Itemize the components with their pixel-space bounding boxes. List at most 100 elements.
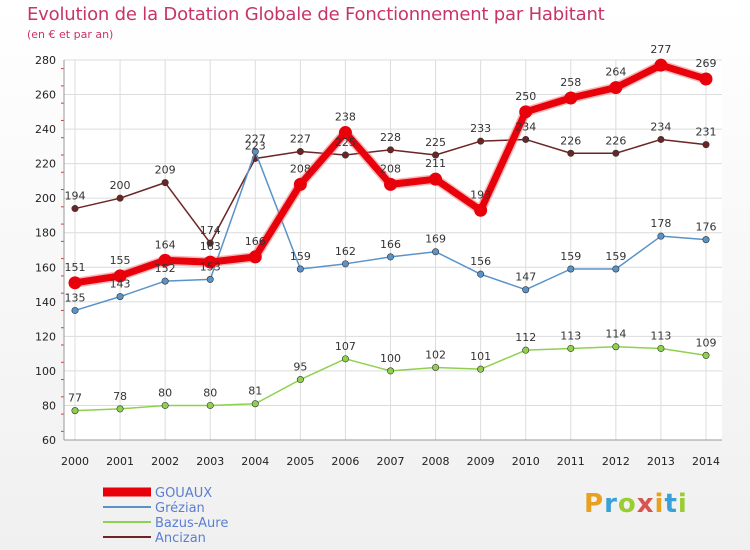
- data-label-grezian: 176: [696, 221, 717, 234]
- point-bazus-aure: [567, 344, 575, 352]
- x-tick-label: 2012: [602, 455, 630, 468]
- point-ancizan: [522, 135, 530, 143]
- data-label-bazus-aure: 102: [425, 348, 446, 361]
- point-ancizan: [116, 194, 124, 202]
- data-label-bazus-aure: 81: [248, 385, 262, 398]
- data-label-grezian: 227: [245, 133, 266, 146]
- y-tick-label: 100: [35, 365, 56, 378]
- point-gouaux: [113, 269, 127, 283]
- data-label-grezian: 162: [335, 245, 356, 258]
- point-grezian: [116, 293, 124, 301]
- point-grezian: [71, 306, 79, 314]
- data-label-gouaux: 163: [200, 240, 221, 253]
- data-label-ancizan: 209: [155, 164, 176, 177]
- x-tick-label: 2001: [106, 455, 134, 468]
- data-label-bazus-aure: 77: [68, 392, 82, 405]
- point-ancizan: [477, 137, 485, 145]
- data-label-grezian: 156: [470, 255, 491, 268]
- data-label-ancizan: 234: [650, 120, 671, 133]
- x-tick-label: 2014: [692, 455, 720, 468]
- data-label-gouaux: 208: [380, 162, 401, 175]
- data-label-ancizan: 225: [335, 136, 356, 149]
- point-bazus-aure: [702, 351, 710, 359]
- logo-letter: r: [604, 489, 618, 519]
- point-grezian: [341, 260, 349, 268]
- data-label-ancizan: 231: [696, 126, 717, 139]
- point-grezian: [432, 248, 440, 256]
- point-bazus-aure: [522, 346, 530, 354]
- data-label-grezian: 178: [650, 217, 671, 230]
- x-tick-label: 2002: [151, 455, 179, 468]
- point-gouaux: [609, 81, 623, 95]
- data-label-grezian: 159: [560, 250, 581, 263]
- point-bazus-aure: [161, 401, 169, 409]
- point-grezian: [206, 275, 214, 283]
- x-tick-label: 2000: [61, 455, 89, 468]
- data-label-ancizan: 234: [515, 120, 536, 133]
- x-tick-label: 2010: [512, 455, 540, 468]
- data-label-ancizan: 174: [200, 224, 221, 237]
- data-label-ancizan: 226: [560, 134, 581, 147]
- x-tick-label: 2005: [286, 455, 314, 468]
- point-ancizan: [296, 148, 304, 156]
- data-label-gouaux: 264: [605, 66, 626, 79]
- point-bazus-aure: [477, 365, 485, 373]
- y-tick-label: 200: [35, 192, 56, 205]
- data-label-bazus-aure: 109: [696, 336, 717, 349]
- y-tick-label: 160: [35, 261, 56, 274]
- data-label-gouaux: 258: [560, 76, 581, 89]
- point-ancizan: [161, 179, 169, 187]
- point-gouaux: [474, 203, 488, 217]
- point-bazus-aure: [206, 401, 214, 409]
- point-ancizan: [71, 205, 79, 213]
- data-label-grezian: 147: [515, 271, 536, 284]
- data-label-bazus-aure: 107: [335, 340, 356, 353]
- point-ancizan: [386, 146, 394, 154]
- data-label-ancizan: 200: [110, 179, 131, 192]
- point-ancizan: [567, 149, 575, 157]
- y-tick-label: 140: [35, 296, 56, 309]
- y-tick-label: 220: [35, 158, 56, 171]
- data-label-ancizan: 233: [470, 122, 491, 135]
- data-label-gouaux: 166: [245, 235, 266, 248]
- x-tick-label: 2009: [467, 455, 495, 468]
- data-label-ancizan: 227: [290, 133, 311, 146]
- data-label-gouaux: 208: [290, 162, 311, 175]
- chart-subtitle: (en € et par an): [27, 28, 114, 41]
- point-bazus-aure: [341, 355, 349, 363]
- data-label-ancizan: 228: [380, 131, 401, 144]
- data-label-bazus-aure: 113: [560, 329, 581, 342]
- logo-letter: t: [664, 489, 678, 519]
- x-tick-label: 2008: [422, 455, 450, 468]
- data-label-grezian: 169: [425, 233, 446, 246]
- legend-label-gouaux: GOUAUX: [155, 486, 212, 501]
- data-label-grezian: 153: [200, 260, 221, 273]
- plot-area: [64, 60, 722, 440]
- point-gouaux: [654, 58, 668, 72]
- point-bazus-aure: [386, 367, 394, 375]
- data-label-bazus-aure: 78: [113, 390, 127, 403]
- chart-title: Evolution de la Dotation Globale de Fonc…: [27, 4, 605, 25]
- data-label-gouaux: 155: [110, 254, 131, 267]
- point-gouaux: [699, 72, 713, 86]
- point-grezian: [522, 286, 530, 294]
- point-gouaux: [68, 276, 82, 290]
- x-tick-label: 2003: [196, 455, 224, 468]
- point-grezian: [657, 232, 665, 240]
- point-gouaux: [293, 177, 307, 191]
- proxiti-logo: Proxiti: [584, 489, 688, 519]
- data-label-bazus-aure: 101: [470, 350, 491, 363]
- logo-letter: x: [636, 489, 655, 519]
- point-bazus-aure: [71, 407, 79, 415]
- point-bazus-aure: [251, 400, 259, 408]
- point-grezian: [702, 236, 710, 244]
- x-tick-label: 2007: [377, 455, 405, 468]
- data-label-grezian: 143: [110, 278, 131, 291]
- point-grezian: [612, 265, 620, 273]
- x-tick-label: 2013: [647, 455, 675, 468]
- data-label-bazus-aure: 112: [515, 331, 536, 344]
- point-bazus-aure: [116, 405, 124, 413]
- data-label-grezian: 135: [65, 291, 86, 304]
- y-tick-label: 120: [35, 330, 56, 343]
